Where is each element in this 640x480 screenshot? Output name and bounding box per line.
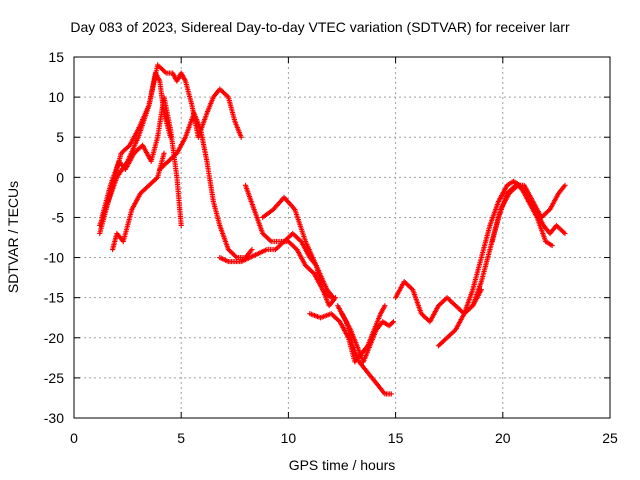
series-track-o [489,182,568,245]
data-point-marker [161,150,167,156]
y-tick-label: -10 [44,250,64,266]
data-point-marker [388,391,394,397]
x-tick-label: 10 [281,430,297,446]
series-track-e [157,110,255,261]
series-track-l [393,279,484,325]
x-tick-label: 25 [602,430,618,446]
data-point-marker [549,242,555,249]
data-point-marker [167,134,174,140]
series-track-h [260,194,337,301]
y-axis-ticks: -30 -25 -20 -15 -10 -5 0 5 10 15 [44,49,610,426]
plot-frame [73,56,611,419]
data-point-marker [562,230,568,237]
data-series [97,62,568,397]
y-tick-label: 5 [56,129,64,145]
series-track-d [109,150,167,253]
series-track-c [97,70,174,237]
y-tick-label: -15 [44,290,64,306]
grid-lines [74,57,610,418]
x-tick-label: 20 [495,430,511,446]
x-tick-label: 0 [70,430,78,446]
data-point-marker [390,319,397,325]
y-tick-label: 0 [56,169,64,185]
data-point-marker [178,222,184,229]
y-tick-label: -30 [44,410,64,426]
x-tick-label: 5 [177,430,185,446]
y-tick-label: -20 [44,330,64,346]
data-point-marker [562,182,568,188]
data-point-marker [238,134,244,140]
data-point-marker [389,320,395,326]
x-tick-label: 15 [388,430,404,446]
x-axis-label: GPS time / hours [289,457,396,473]
y-axis-label: SDTVAR / TECUs [5,181,21,293]
y-tick-label: 15 [48,49,64,65]
y-tick-label: -25 [44,370,64,386]
chart-title: Day 083 of 2023, Sidereal Day-to-day VTE… [70,19,570,35]
x-axis-ticks: 0 5 10 15 20 25 [70,57,618,446]
series-track-k [339,311,397,365]
y-tick-label: -5 [52,209,65,225]
data-point-marker [330,295,337,301]
data-point-marker [382,303,388,309]
data-point-marker [249,246,255,253]
series-track-g [242,182,334,301]
y-tick-label: 10 [48,89,64,105]
